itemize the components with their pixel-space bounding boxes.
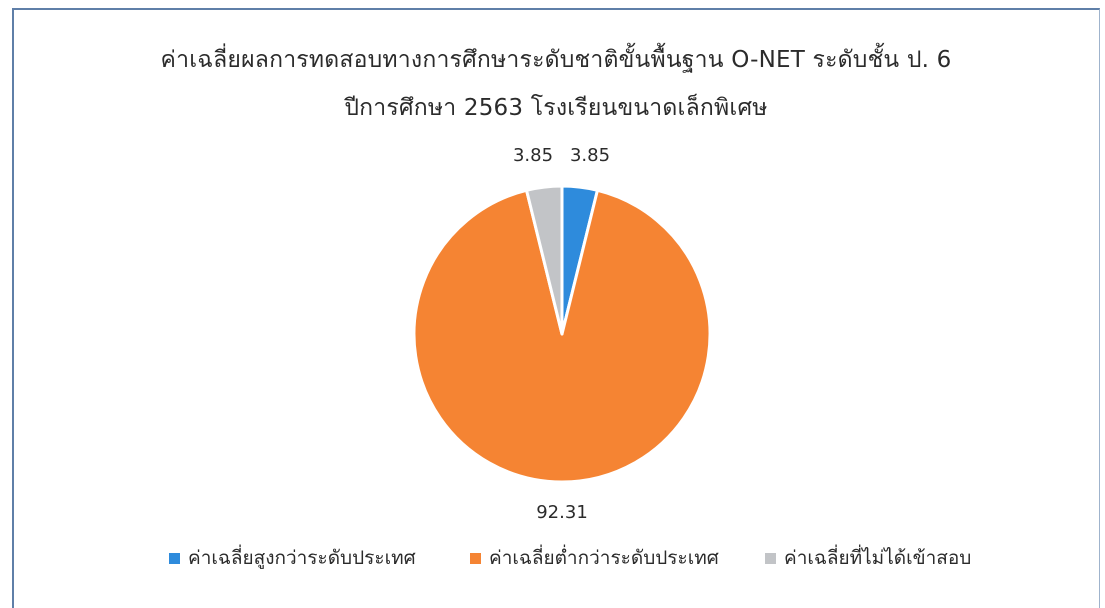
legend-item-not-tested: ค่าเฉลี่ยที่ไม่ได้เข้าสอบ xyxy=(765,543,971,573)
pie-slice-below-national xyxy=(412,188,712,484)
legend-swatch-not-tested xyxy=(765,552,776,564)
chart-frame xyxy=(12,8,1100,608)
legend-label-above-national: ค่าเฉลี่ยสูงกว่าระดับประเทศ xyxy=(188,547,416,569)
chart-subtitle: ปีการศึกษา 2563 โรงเรียนขนาดเล็กพิเศษ xyxy=(344,95,768,121)
data-label-below-national: 92.31 xyxy=(536,502,588,523)
legend-swatch-above-national xyxy=(169,552,180,564)
legend-item-below-national: ค่าเฉลี่ยต่ำกว่าระดับประเทศ xyxy=(470,543,719,573)
legend-label-below-national: ค่าเฉลี่ยต่ำกว่าระดับประเทศ xyxy=(489,547,719,569)
data-label-not-tested: 3.85 xyxy=(513,145,553,166)
data-label-above-national: 3.85 xyxy=(570,145,610,166)
pie-slice-not-tested xyxy=(525,184,564,336)
chart-title: ค่าเฉลี่ยผลการทดสอบทางการศึกษาระดับชาติข… xyxy=(160,47,952,73)
legend-swatch-below-national xyxy=(470,552,481,564)
chart-legend: ค่าเฉลี่ยสูงกว่าระดับประเทศ ค่าเฉลี่ยต่ำ… xyxy=(0,543,1105,573)
legend-item-above-national: ค่าเฉลี่ยสูงกว่าระดับประเทศ xyxy=(169,543,416,573)
legend-label-not-tested: ค่าเฉลี่ยที่ไม่ได้เข้าสอบ xyxy=(784,547,972,569)
